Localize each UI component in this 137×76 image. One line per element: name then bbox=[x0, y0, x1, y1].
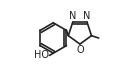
Text: O: O bbox=[76, 45, 84, 55]
Text: N: N bbox=[69, 11, 76, 21]
Text: HO: HO bbox=[34, 50, 49, 60]
Text: N: N bbox=[83, 11, 91, 21]
